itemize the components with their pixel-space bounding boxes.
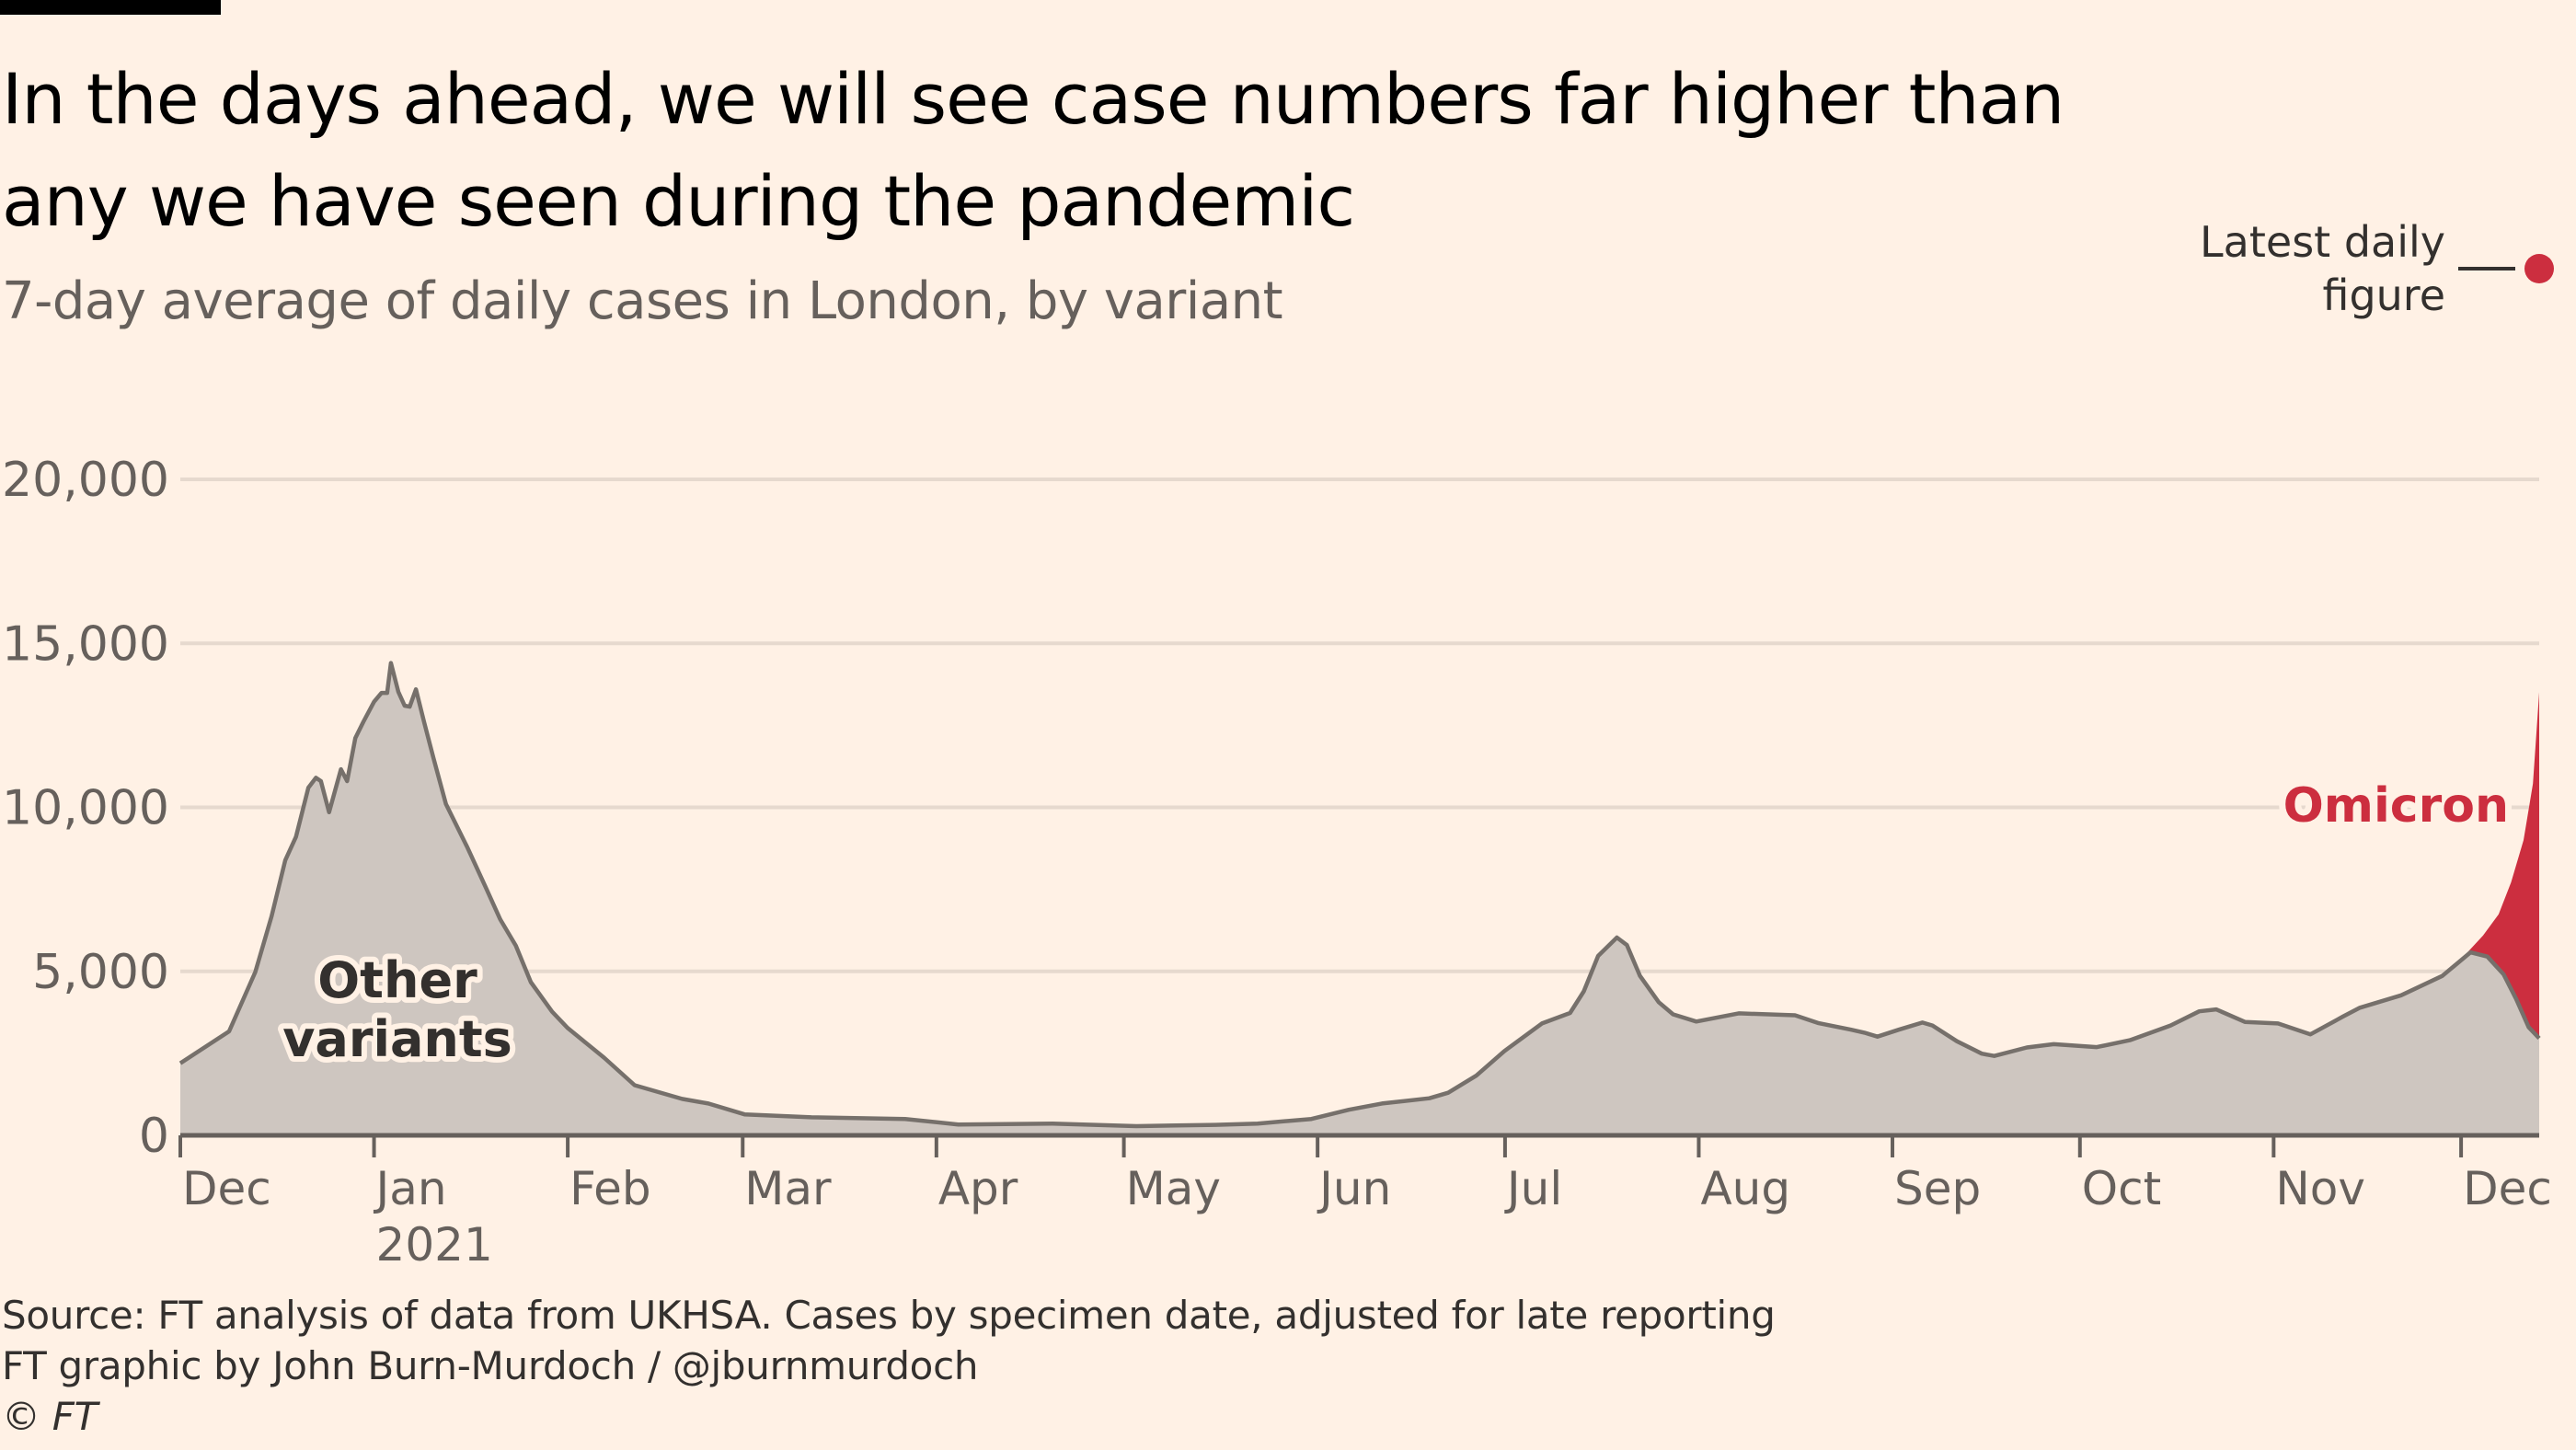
latest-figure-dot-icon — [2524, 254, 2554, 283]
legend-label-line-2: figure — [2322, 270, 2445, 320]
other-variants-line — [178, 661, 2541, 1129]
x-tick-label: Jun — [1317, 1162, 1391, 1215]
x-tick-label: Aug — [1700, 1162, 1790, 1215]
copyright: © FT — [2, 1394, 98, 1439]
y-axis-tick-labels: 0 5,000 10,000 15,000 20,000 — [2, 453, 169, 1164]
x-tick-label: Sep — [1894, 1162, 1981, 1215]
omicron-area — [2461, 692, 2539, 1039]
x-tick-label: Jan — [374, 1162, 447, 1215]
x-tick-label: Apr — [938, 1162, 1018, 1215]
legend-marker — [2458, 254, 2554, 283]
x-tick-label: Dec — [2463, 1162, 2552, 1215]
x-tick-label: Mar — [744, 1162, 832, 1215]
other-variants-area — [180, 662, 2539, 1135]
y-tick-label: 5,000 — [32, 945, 169, 1000]
x-tick-label: Feb — [569, 1162, 651, 1215]
legend-label-line-1: Latest daily — [2200, 217, 2445, 267]
x-tick-label: Dec — [182, 1162, 271, 1215]
x-tick-label: Nov — [2275, 1162, 2365, 1215]
y-tick-label: 10,000 — [2, 781, 169, 836]
legend-latest-daily-figure: Latest daily figure — [2200, 215, 2445, 322]
y-tick-label: 20,000 — [2, 453, 169, 508]
chart-title: In the days ahead, we will see case numb… — [2, 48, 2118, 252]
x-tick-label: Jul — [1504, 1162, 1562, 1215]
omicron-label: Omicron — [2283, 778, 2509, 834]
title-line-2: any we have seen during the pandemic — [2, 160, 1355, 242]
footer: Source: FT analysis of data from UKHSA. … — [2, 1290, 1776, 1442]
series-labels: Other variants Omicron — [277, 772, 2515, 1074]
y-tick-label: 0 — [139, 1109, 169, 1164]
chart-subtitle: 7-day average of daily cases in London, … — [2, 271, 1283, 331]
x-tick-label: May — [1126, 1162, 1221, 1215]
chart-areas — [178, 661, 2541, 1135]
other-variants-label-line-1: Other — [317, 951, 477, 1009]
gridlines — [180, 478, 2539, 973]
ft-brand-bar — [0, 0, 221, 15]
title-line-1: In the days ahead, we will see case numb… — [2, 58, 2064, 140]
x-tick-label: Oct — [2082, 1162, 2161, 1215]
source-note: Source: FT analysis of data from UKHSA. … — [2, 1293, 1776, 1338]
other-variants-label-line-2: variants — [282, 1010, 512, 1068]
x-tick-sublabel: 2021 — [376, 1218, 493, 1272]
y-tick-label: 15,000 — [2, 616, 169, 672]
graphic-credit: FT graphic by John Burn-Murdoch / @jburn… — [2, 1343, 979, 1388]
